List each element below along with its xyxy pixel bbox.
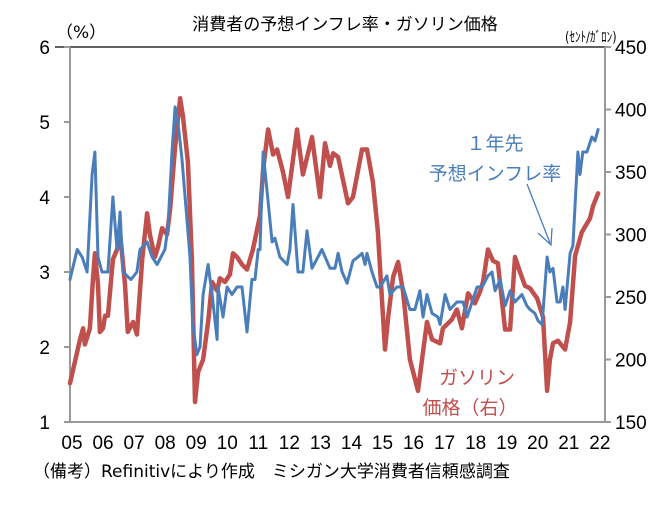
x-tick-label: 18 bbox=[465, 433, 486, 454]
series-label-inflation-line2: 予想インフレ率 bbox=[429, 163, 561, 185]
series-label-gasoline-line1: ガソリン bbox=[439, 367, 515, 389]
x-tick-label: 09 bbox=[186, 433, 207, 454]
series-label-gasoline-line2: 価格（右） bbox=[422, 397, 517, 419]
left-tick-label: 2 bbox=[39, 338, 50, 359]
series-line-gasoline-price bbox=[67, 96, 601, 405]
x-tick-label: 20 bbox=[527, 433, 548, 454]
right-tick-label: 250 bbox=[615, 288, 647, 309]
right-tick-label: 350 bbox=[615, 163, 647, 184]
right-tick-label: 200 bbox=[615, 351, 647, 372]
x-tick-label: 19 bbox=[496, 433, 517, 454]
x-tick-label: 11 bbox=[248, 433, 268, 454]
x-tick-label: 13 bbox=[310, 433, 331, 454]
series-label-inflation-line1: １年先 bbox=[466, 133, 523, 155]
x-tick-label: 21 bbox=[558, 433, 579, 454]
annotation-arrow bbox=[526, 183, 551, 244]
x-tick-label: 07 bbox=[124, 433, 145, 454]
x-tick-label: 22 bbox=[589, 433, 610, 454]
x-tick-label: 16 bbox=[403, 433, 424, 454]
x-tick-label: 14 bbox=[341, 433, 363, 454]
left-tick-label: 6 bbox=[39, 38, 50, 59]
right-tick-label: 400 bbox=[615, 101, 647, 122]
footnote: （備考）Refinitivにより作成 ミシガン大学消費者信頼感調査 bbox=[33, 462, 510, 482]
x-tick-label: 05 bbox=[61, 433, 82, 454]
x-tick-label: 12 bbox=[279, 433, 300, 454]
series-line-expected-inflation bbox=[68, 105, 600, 356]
right-tick-label: 150 bbox=[615, 413, 647, 434]
annotation-arrowhead-icon bbox=[537, 227, 553, 247]
left-tick-label: 1 bbox=[39, 413, 50, 434]
right-tick-label: 450 bbox=[615, 38, 647, 59]
right-tick-label: 300 bbox=[615, 226, 647, 247]
x-tick-label: 08 bbox=[155, 433, 176, 454]
left-axis-unit: （%） bbox=[56, 23, 106, 43]
x-tick-label: 10 bbox=[217, 433, 238, 454]
x-tick-label: 15 bbox=[372, 433, 393, 454]
left-tick-label: 5 bbox=[39, 113, 50, 134]
left-tick-label: 4 bbox=[39, 188, 50, 209]
x-tick-label: 17 bbox=[434, 433, 455, 454]
left-tick-label: 3 bbox=[39, 263, 50, 284]
chart-title: 消費者の予想インフレ率・ガソリン価格 bbox=[192, 15, 498, 35]
right-axis-unit: (ｾﾝﾄ/ｶﾞﾛﾝ) bbox=[565, 29, 617, 46]
x-tick-label: 06 bbox=[92, 433, 113, 454]
